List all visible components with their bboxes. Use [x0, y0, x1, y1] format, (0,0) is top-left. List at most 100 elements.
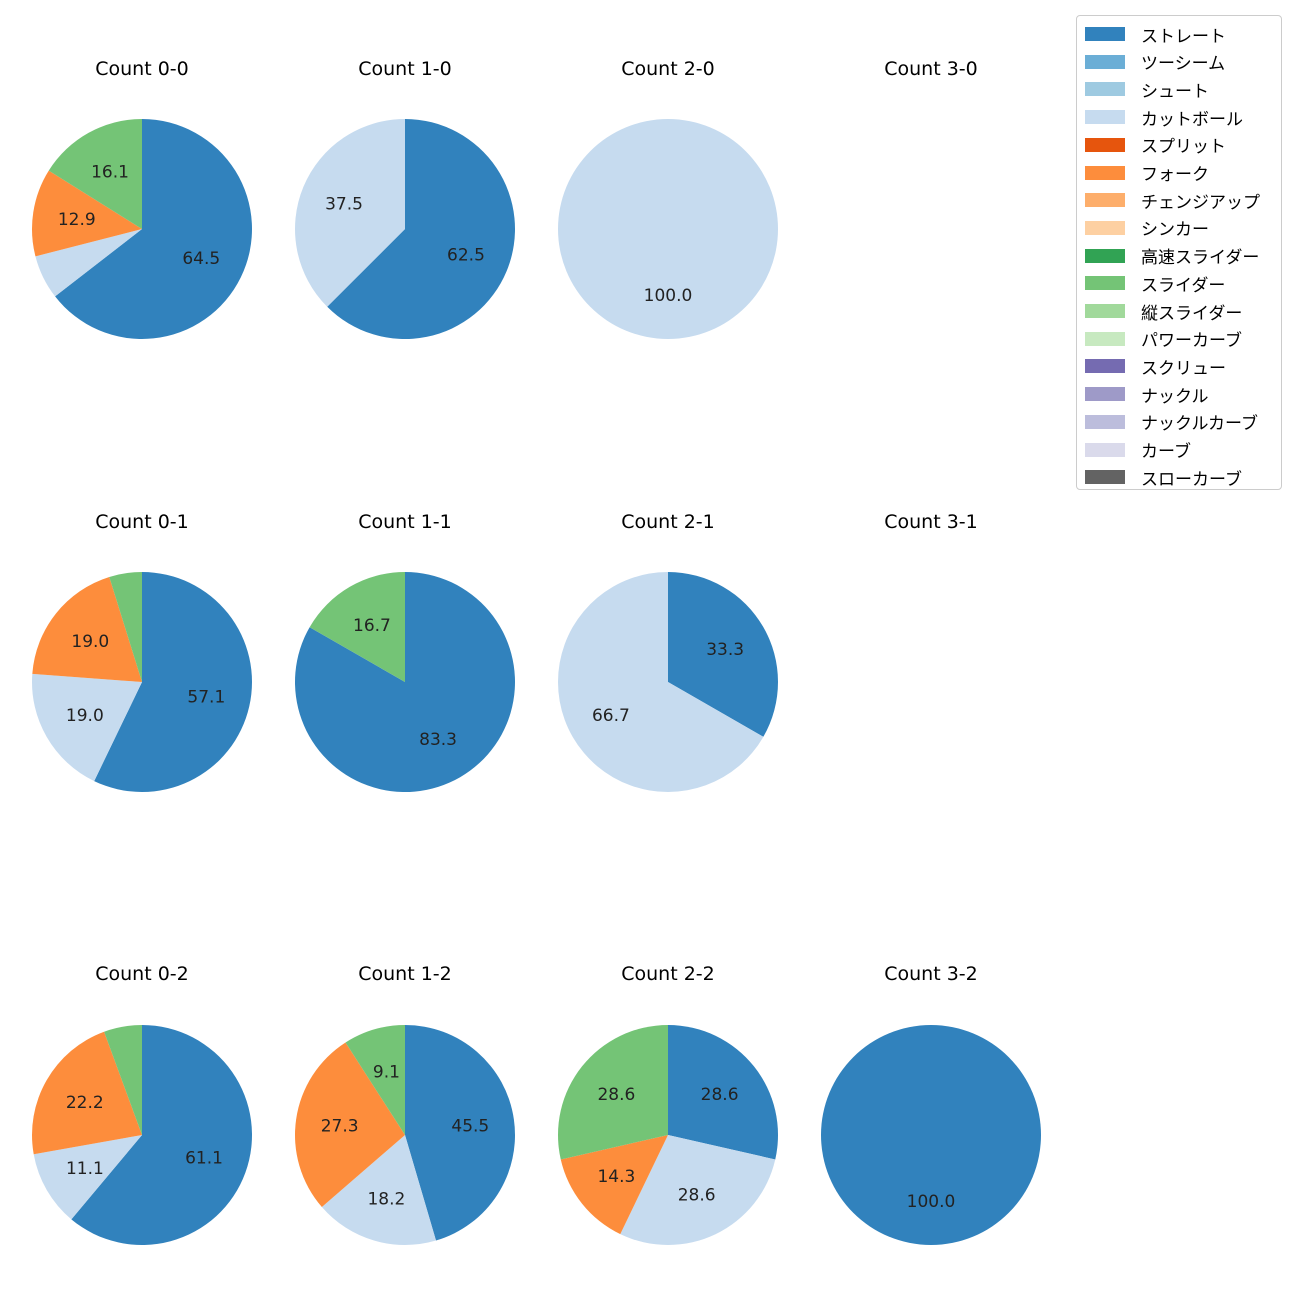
pie-slice	[620, 1135, 776, 1245]
pie-count-1-0: Count 1-0 62.5 37.5	[295, 58, 515, 339]
legend-item: チェンジアップ	[1077, 187, 1260, 213]
legend-label: スローカーブ	[1141, 469, 1242, 490]
pie-slice	[31, 1031, 142, 1155]
slice-label: 18.2	[367, 1189, 405, 1209]
pie-slice	[668, 572, 778, 737]
legend-swatch	[1085, 248, 1125, 263]
legend-label: 縦スライダー	[1141, 303, 1243, 324]
legend-swatch	[1085, 442, 1125, 457]
pie-title: Count 3-1	[884, 511, 978, 533]
slice-label: 62.5	[447, 245, 485, 265]
legend-swatch	[1085, 137, 1125, 152]
legend-label: 高速スライダー	[1141, 248, 1260, 269]
pie-slice	[668, 1025, 778, 1160]
pie-slice	[31, 673, 142, 782]
slice-label: 100.0	[907, 1192, 956, 1212]
pie-title: Count 2-2	[621, 963, 715, 985]
slice-label: 9.1	[373, 1063, 400, 1083]
legend-label: パワーカーブ	[1141, 331, 1242, 352]
legend-swatch	[1085, 359, 1125, 374]
pie-title: Count 0-0	[95, 58, 189, 80]
legend-swatch	[1085, 193, 1125, 208]
legend-label: スプリット	[1141, 137, 1226, 158]
slice-label: 19.0	[71, 632, 109, 652]
legend-swatch	[1085, 110, 1125, 125]
legend-swatch	[1085, 387, 1125, 402]
slice-label: 19.0	[66, 706, 104, 726]
legend-swatch	[1085, 414, 1125, 429]
slice-label: 16.1	[91, 162, 129, 182]
legend-swatch	[1085, 165, 1125, 180]
legend-label: カットボール	[1141, 109, 1243, 130]
legend-label: ツーシーム	[1141, 54, 1226, 75]
legend-label: ナックル	[1141, 386, 1209, 407]
pie-slice	[71, 1025, 253, 1245]
pie-title: Count 1-0	[358, 58, 452, 80]
legend-swatch	[1085, 470, 1125, 485]
legend-item: 高速スライダー	[1077, 243, 1259, 269]
pie-slice	[31, 170, 142, 257]
pie-slice	[33, 1135, 142, 1220]
legend-swatch	[1085, 54, 1125, 69]
legend-swatch	[1085, 27, 1125, 41]
legend-swatch	[1085, 276, 1125, 291]
legend-item: ナックル	[1077, 381, 1209, 407]
legend-swatch	[1085, 331, 1125, 346]
legend-swatch	[1085, 220, 1125, 235]
slice-label: 28.6	[597, 1085, 635, 1105]
pie-slice	[327, 119, 515, 339]
slice-label: 28.6	[678, 1185, 716, 1205]
legend-item: シュート	[1077, 76, 1209, 102]
slice-label: 12.9	[58, 210, 96, 230]
legend-label: スライダー	[1141, 275, 1226, 296]
pie-slice	[405, 1025, 515, 1241]
pie-count-3-1: Count 3-1	[884, 511, 978, 533]
pie-slice	[558, 119, 778, 339]
slice-label: 16.7	[353, 616, 391, 636]
pie-slice	[294, 572, 515, 792]
legend-item: カットボール	[1077, 104, 1243, 130]
pie-count-3-0: Count 3-0	[884, 58, 978, 80]
pie-count-1-1: Count 1-1 83.3 16.7	[294, 511, 515, 792]
legend-swatch	[1085, 304, 1125, 318]
legend-label: カーブ	[1141, 442, 1191, 462]
legend-item: フォーク	[1077, 160, 1209, 186]
pie-count-2-1: Count 2-1 33.3 66.7	[558, 511, 778, 792]
legend-label: シンカー	[1141, 220, 1209, 241]
slice-label: 37.5	[325, 195, 363, 215]
slice-label: 33.3	[706, 640, 744, 660]
slice-label: 22.2	[66, 1093, 104, 1113]
pie-slice	[48, 119, 142, 229]
pie-slice	[104, 1025, 142, 1135]
legend-item: スローカーブ	[1077, 464, 1242, 490]
pie-slice	[55, 119, 253, 340]
slice-label: 61.1	[185, 1149, 223, 1169]
pie-title: Count 1-2	[358, 963, 452, 985]
slice-label: 28.6	[701, 1085, 739, 1105]
legend-item: スクリュー	[1077, 353, 1226, 379]
slice-label: 83.3	[419, 730, 457, 750]
legend-label: スクリュー	[1141, 358, 1226, 379]
pie-title: Count 0-1	[95, 511, 189, 533]
pie-title: Count 2-0	[621, 58, 715, 80]
legend-label: フォーク	[1141, 165, 1209, 185]
legend-item: 縦スライダー	[1077, 298, 1242, 324]
slice-label: 64.5	[182, 249, 220, 269]
legend-label: ストレート	[1141, 26, 1226, 47]
pie-slice	[821, 1025, 1041, 1245]
legend-item: カーブ	[1077, 437, 1191, 463]
pie-title: Count 1-1	[358, 511, 452, 533]
legend: ストレートツーシーム シュートカットボール スプリットフォーク チェンジアップシンカー…	[1076, 15, 1282, 490]
pie-slice	[558, 1025, 668, 1160]
slice-label: 57.1	[187, 688, 225, 708]
pie-slice	[35, 229, 142, 297]
pie-count-2-0: Count 2-0 100.0	[558, 58, 778, 339]
pie-count-0-2: Count 0-2 61.1 11.1 22.2	[31, 963, 253, 1245]
legend-item: スプリット	[1077, 132, 1226, 158]
pie-count-0-1: Count 0-1 57.1 19.0 19.0	[31, 511, 253, 793]
pie-title: Count 2-1	[621, 511, 715, 533]
legend-item: ツーシーム	[1077, 49, 1225, 75]
pie-slice	[558, 572, 764, 792]
pie-count-2-2: Count 2-2 28.6 28.6 14.3 28.6	[558, 963, 778, 1245]
